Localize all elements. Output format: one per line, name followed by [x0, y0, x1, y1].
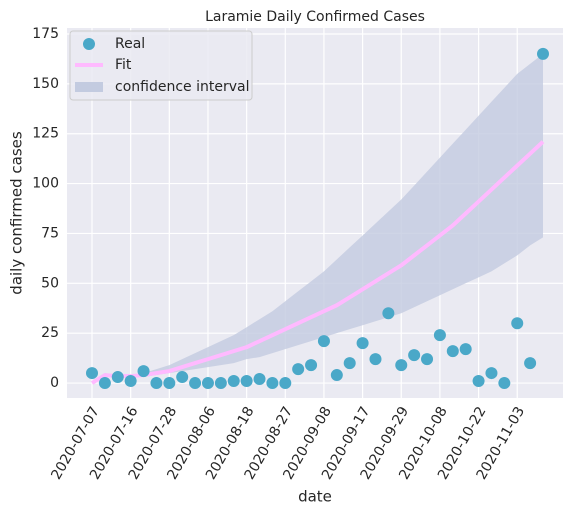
legend-marker	[83, 38, 95, 50]
point	[498, 377, 511, 390]
point	[292, 363, 305, 376]
point	[537, 47, 549, 60]
point	[111, 371, 124, 384]
point	[511, 317, 524, 330]
fit-line	[90, 140, 545, 385]
point	[317, 335, 330, 348]
point	[201, 377, 214, 390]
point	[189, 377, 202, 390]
y-tick-label: 0	[50, 375, 59, 391]
y-tick-label: 125	[32, 126, 59, 142]
chart-title: Laramie Daily Confirmed Cases	[205, 9, 425, 25]
point	[214, 377, 227, 390]
y-tick-label: 25	[41, 325, 59, 341]
point	[408, 349, 421, 362]
point	[459, 343, 472, 356]
confidence-band	[92, 53, 543, 384]
point	[227, 375, 240, 388]
point	[86, 367, 98, 380]
point	[446, 345, 459, 358]
point	[472, 375, 485, 388]
legend-marker	[75, 82, 103, 92]
point	[124, 375, 137, 388]
point	[176, 371, 189, 384]
point	[137, 365, 150, 378]
point	[382, 307, 395, 320]
point	[305, 359, 318, 372]
point	[421, 353, 434, 366]
point	[356, 337, 369, 350]
point	[163, 377, 176, 390]
point	[240, 375, 253, 388]
point	[524, 357, 537, 370]
point	[266, 377, 279, 390]
point	[150, 377, 163, 390]
point	[433, 329, 446, 342]
legend-label: confidence interval	[115, 79, 249, 95]
legend-label: Real	[115, 36, 145, 52]
point	[343, 357, 356, 370]
point	[485, 367, 498, 380]
point	[279, 377, 292, 390]
y-tick-label: 150	[32, 76, 59, 92]
y-tick-label: 75	[41, 225, 59, 241]
point	[253, 373, 266, 386]
y-axis-label: daily confirmed cases	[8, 131, 26, 295]
point	[330, 369, 343, 382]
point	[98, 377, 111, 390]
point	[369, 353, 382, 366]
x-axis-label: date	[298, 488, 332, 506]
legend-box	[69, 30, 253, 101]
legend-label: Fit	[115, 57, 132, 73]
point	[395, 359, 408, 372]
y-tick-label: 100	[32, 176, 59, 192]
y-tick-label: 175	[32, 26, 59, 42]
y-tick-label: 50	[41, 275, 59, 291]
